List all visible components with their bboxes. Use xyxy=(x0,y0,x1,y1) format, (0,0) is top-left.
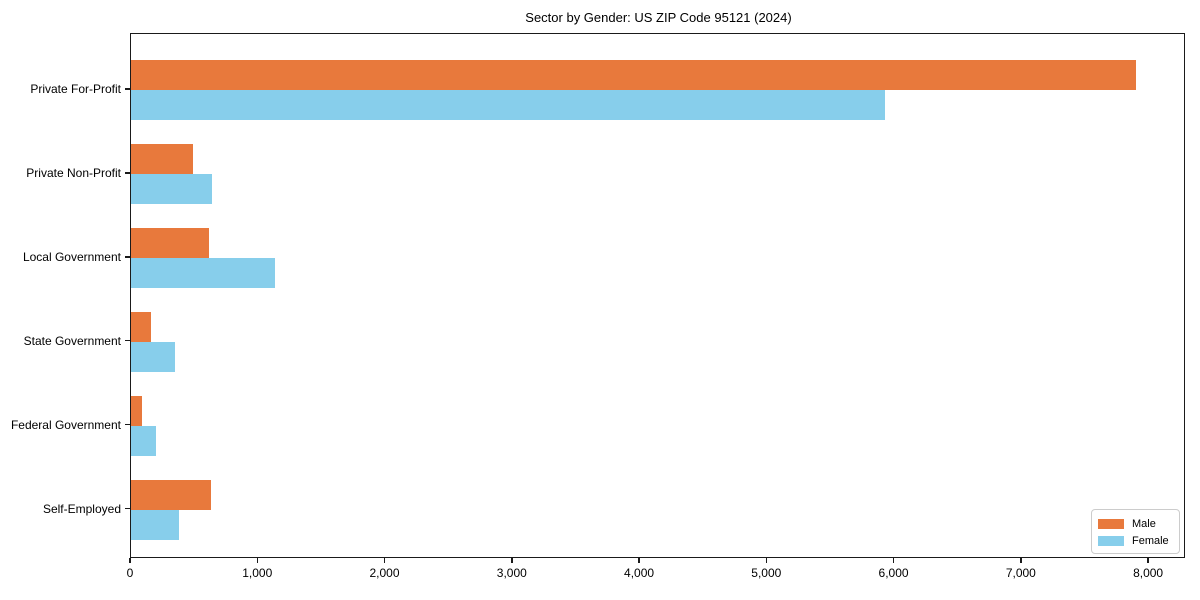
x-tick-mark xyxy=(892,558,895,563)
bar-female-3 xyxy=(131,341,175,372)
y-tick-label: Private Non-Profit xyxy=(26,165,121,180)
male-swatch xyxy=(1098,518,1124,529)
x-tick-mark xyxy=(511,558,513,563)
x-tick-label: 7,000 xyxy=(1005,566,1036,580)
bar-female-1 xyxy=(131,173,212,204)
x-tick-label: 8,000 xyxy=(1133,566,1164,580)
plot-area xyxy=(130,33,1185,558)
x-tick-mark xyxy=(383,558,386,563)
bar-female-4 xyxy=(131,425,156,456)
x-tick-mark xyxy=(638,558,640,563)
y-tick-label: Self-Employed xyxy=(42,501,121,516)
y-tick-mark xyxy=(125,88,130,90)
bar-female-5 xyxy=(131,509,179,540)
x-tick-label: 2,000 xyxy=(369,566,400,580)
y-tick-mark xyxy=(125,256,130,258)
x-tick-mark xyxy=(1020,558,1022,563)
x-tick-label: 1,000 xyxy=(242,566,273,580)
female-swatch xyxy=(1098,535,1124,546)
y-tick-label: Local Government xyxy=(22,249,121,264)
legend-row-male: Male xyxy=(1098,518,1172,530)
bar-male-5 xyxy=(131,479,211,510)
legend-label-male: Male xyxy=(1132,517,1156,530)
x-tick-mark xyxy=(256,558,258,563)
y-tick-label: State Government xyxy=(23,333,121,348)
bar-male-1 xyxy=(131,143,193,174)
x-tick-mark xyxy=(1147,558,1149,563)
bar-male-3 xyxy=(131,311,151,342)
bar-male-2 xyxy=(131,227,209,258)
y-tick-label: Private For-Profit xyxy=(30,82,121,96)
bar-female-0 xyxy=(131,90,885,120)
x-tick-mark xyxy=(765,558,768,563)
x-tick-label: 0 xyxy=(126,566,134,580)
y-tick-label: Federal Government xyxy=(10,417,121,432)
bar-male-4 xyxy=(131,395,142,426)
legend-row-female: Female xyxy=(1098,535,1172,547)
legend: Male Female xyxy=(1091,509,1180,554)
x-tick-mark xyxy=(129,558,131,563)
bar-male-0 xyxy=(131,60,1136,90)
x-tick-label: 4,000 xyxy=(624,566,655,580)
y-tick-mark xyxy=(125,172,130,174)
legend-label-female: Female xyxy=(1132,534,1169,547)
y-tick-mark xyxy=(125,507,130,510)
x-tick-label: 3,000 xyxy=(496,566,527,580)
y-tick-mark xyxy=(125,339,130,342)
x-tick-label: 6,000 xyxy=(878,566,909,580)
bar-female-2 xyxy=(131,257,275,288)
y-tick-mark xyxy=(125,423,130,426)
x-tick-label: 5,000 xyxy=(751,566,782,580)
chart-title: Sector by Gender: US ZIP Code 95121 (202… xyxy=(525,10,792,25)
